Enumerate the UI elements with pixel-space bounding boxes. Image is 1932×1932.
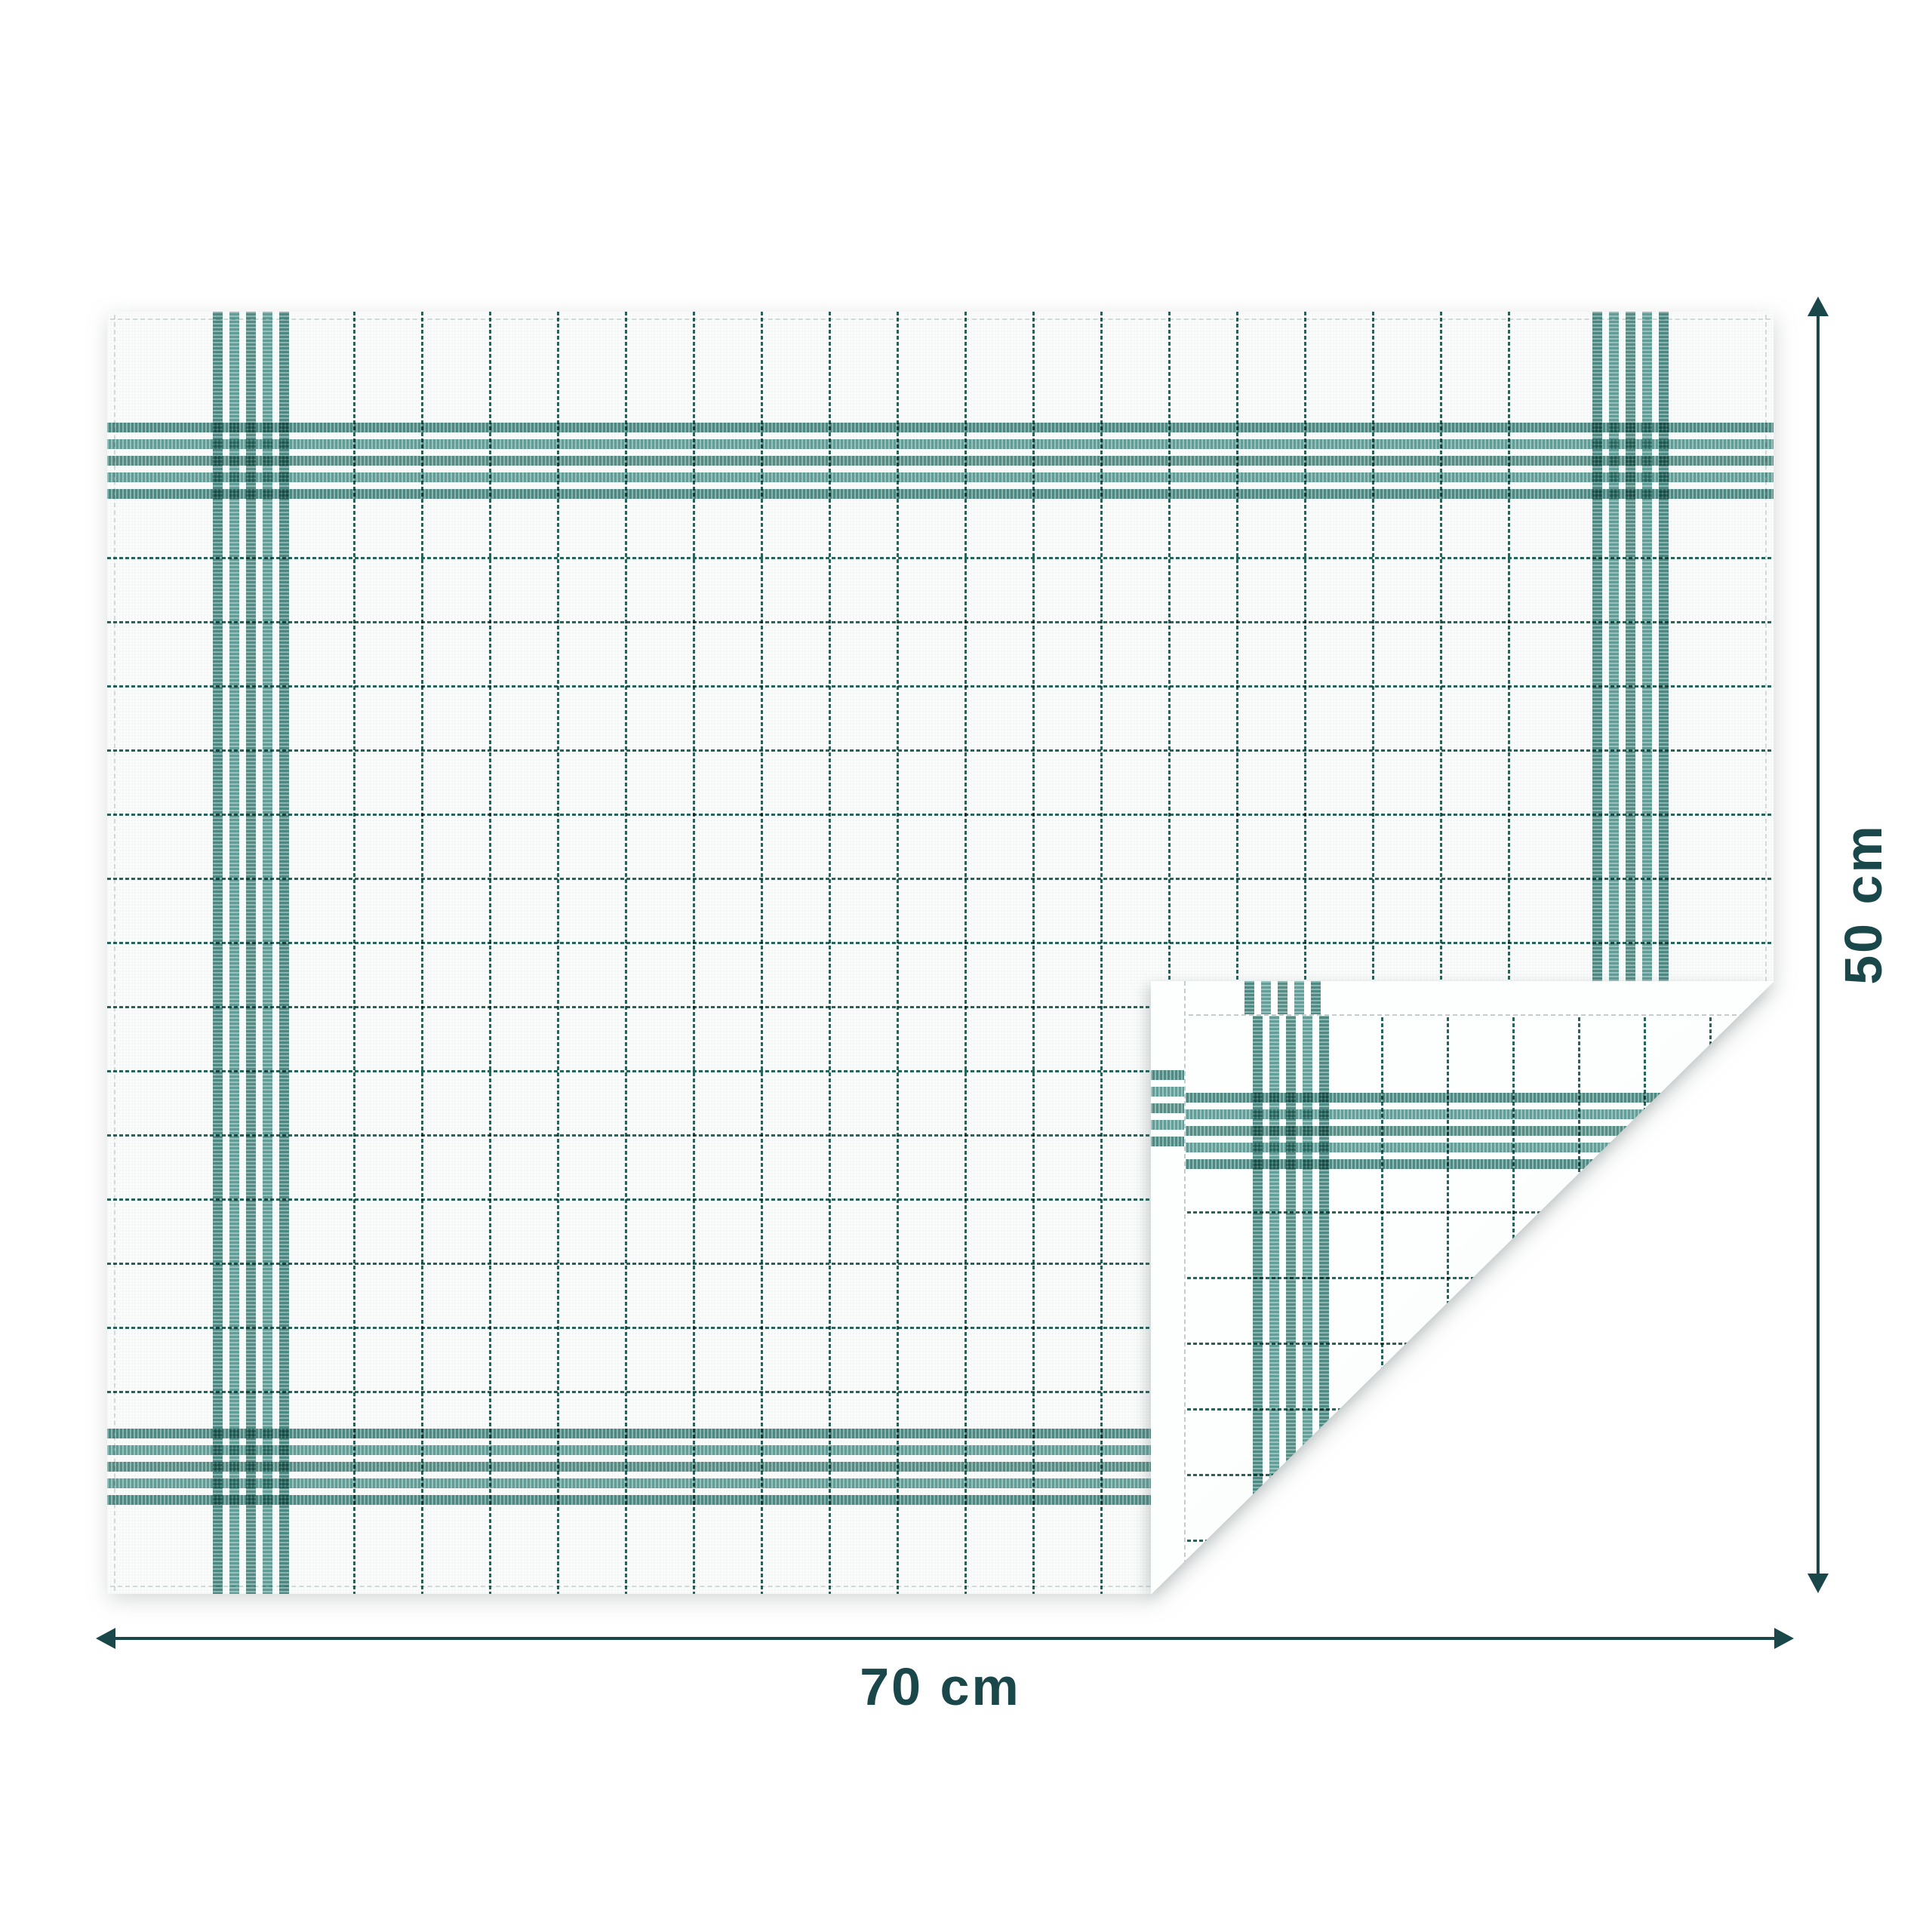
towel-back-face — [1151, 981, 1774, 1595]
arrow-left-icon — [96, 1628, 115, 1649]
width-dimension-label: 70 cm — [860, 1657, 1021, 1716]
flap-left-hem — [1151, 981, 1186, 1595]
arrow-right-icon — [1774, 1628, 1794, 1649]
hem-stitch-left — [114, 315, 115, 1591]
flap-top-hem — [1151, 981, 1774, 1016]
towel-front-face — [107, 312, 1774, 1594]
width-dimension-line — [96, 1628, 1794, 1649]
height-dimension-label: 50 cm — [1834, 823, 1893, 985]
flap-top-hem-stripes — [1151, 981, 1774, 1014]
hem-stitch-top — [110, 318, 1770, 320]
arrow-down-icon — [1807, 1574, 1829, 1593]
flap-pattern — [1151, 981, 1774, 1595]
arrow-up-icon — [1807, 297, 1829, 316]
height-dimension-line — [1807, 297, 1829, 1593]
flap-left-hem-stripes — [1151, 981, 1184, 1595]
towel-folded-corner — [1151, 981, 1774, 1595]
